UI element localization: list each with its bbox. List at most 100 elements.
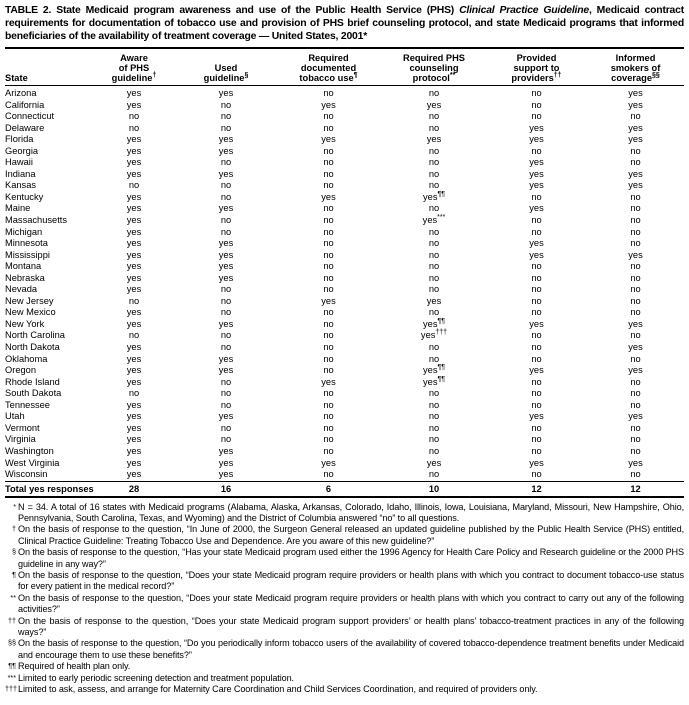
value-cell: no <box>428 88 440 98</box>
value-cell: no <box>323 261 334 272</box>
value-cell: yes <box>628 134 643 145</box>
table-row: South Dakota no no no no no no <box>5 388 684 400</box>
value-cell: no <box>323 122 334 133</box>
value-cell: no <box>323 111 334 122</box>
footnote-marker: § <box>12 547 16 557</box>
table-row: Georgia yes yes no no no no <box>5 146 684 158</box>
value-cell: yes <box>126 307 142 318</box>
value-cell: no <box>323 353 334 364</box>
table-row: Rhode Island yes no yes yes¶¶ no no <box>5 376 684 389</box>
value-cell: no <box>630 295 641 306</box>
value-cell: yes <box>218 203 234 214</box>
total-label-cell: Total yes responses <box>5 480 94 498</box>
value-cell: no <box>531 215 542 226</box>
value-cell: yes <box>628 88 643 98</box>
state-cell: New Mexico <box>5 307 56 318</box>
column-header-counseling: Required PHS counseling protocol** <box>382 49 486 86</box>
value-cell: yes <box>628 122 643 133</box>
value-cell: no <box>630 261 641 272</box>
table-row: California yes no yes yes no yes <box>5 100 684 112</box>
value-cell: no <box>128 388 140 399</box>
value-cell: yes <box>218 168 234 179</box>
footnote-marker: * <box>13 501 16 511</box>
value-cell: yes <box>628 180 643 191</box>
table-row: Maine yes yes no no yes no <box>5 203 684 215</box>
column-header-line: providers†† <box>511 71 562 83</box>
value-cell: no <box>531 376 542 387</box>
value-cell: no <box>428 180 440 191</box>
table-row: North Carolina no no no yes††† no no <box>5 329 684 342</box>
value-cell: yes <box>321 295 336 306</box>
column-header-line: guideline§ <box>203 71 249 83</box>
value-cell: yes <box>126 261 142 272</box>
value-cell: no <box>323 249 334 260</box>
value-cell: no <box>531 272 542 283</box>
total-value-cell: 12 <box>486 480 587 498</box>
value-cell: no <box>531 422 542 433</box>
footnote-reference-marker: ¶¶ <box>437 317 445 325</box>
table-row: Montana yes yes no no no no <box>5 261 684 273</box>
value-cell: yes <box>529 457 544 468</box>
column-header-line: Informed <box>615 53 656 63</box>
footnote: ††† Limited to ask, assess, and arrange f… <box>5 684 684 695</box>
column-header-line: State <box>5 73 28 83</box>
value-cell: no <box>428 226 440 237</box>
value-cell: no <box>428 272 440 283</box>
state-cell: Washington <box>5 445 54 456</box>
table-row: New Jersey no no yes yes no no <box>5 296 684 308</box>
footnote-reference-marker: ** <box>449 71 456 79</box>
value-cell: yes <box>218 272 234 283</box>
table-row: Massachusetts yes no no yes*** no no <box>5 213 684 227</box>
value-cell: no <box>428 411 440 422</box>
value-cell: no <box>428 342 440 353</box>
value-cell: no <box>323 422 334 433</box>
state-cell: West Virginia <box>5 457 60 468</box>
value-cell: yes <box>529 318 544 329</box>
value-cell: no <box>428 203 440 214</box>
medicaid-data-table: State Aware of PHS guideline† Used guideline§… <box>5 49 684 498</box>
value-cell: no <box>220 122 232 133</box>
table-title-italic: Clinical Practice Guideline <box>459 5 589 16</box>
footnote-marker: ¶ <box>12 570 16 580</box>
table-row: Hawaii yes no no no yes no <box>5 157 684 169</box>
table-title: TABLE 2. State Medicaid program awarenes… <box>5 4 684 44</box>
footnote-reference-marker: *** <box>437 213 446 221</box>
value-cell: no <box>531 111 542 122</box>
state-cell: Indiana <box>5 168 36 179</box>
column-header-state: State <box>5 49 91 86</box>
table-row: Connecticut no no no no no no <box>5 111 684 123</box>
total-value-cell: 12 <box>587 480 684 498</box>
state-cell: Georgia <box>5 145 39 156</box>
column-header-documented: Required documented tobacco use¶ <box>275 49 382 86</box>
value-cell: yes <box>126 238 142 249</box>
value-cell: no <box>428 399 440 410</box>
value-cell: no <box>428 111 440 122</box>
footnote-reference-marker: §§ <box>652 71 660 79</box>
table-row: Delaware no no no no yes yes <box>5 123 684 135</box>
value-cell: yes <box>529 238 544 249</box>
table-row: Mississippi yes yes no no yes yes <box>5 250 684 262</box>
value-cell: no <box>630 226 641 237</box>
value-cell: no <box>220 215 232 226</box>
footnote: *** Limited to early periodic screening d… <box>5 673 684 684</box>
footnote: ¶ On the basis of response to the questio… <box>5 570 684 593</box>
value-cell: yes <box>126 365 142 376</box>
value-cell: no <box>220 295 232 306</box>
value-cell: no <box>630 445 641 456</box>
value-cell: yes <box>126 434 142 445</box>
value-cell: yes <box>628 411 643 422</box>
footnote-text: On the basis of response to the question… <box>18 524 684 546</box>
value-cell: no <box>531 99 542 110</box>
value-cell: yes <box>126 422 142 433</box>
state-cell: New Jersey <box>5 295 54 306</box>
footnote-marker: ** <box>10 592 16 602</box>
value-cell: no <box>220 399 232 410</box>
value-cell: no <box>323 226 334 237</box>
value-cell: yes¶¶ <box>423 190 445 202</box>
value-cell: yes <box>426 134 442 145</box>
state-cell: Delaware <box>5 122 45 133</box>
value-cell: yes <box>218 238 234 249</box>
state-cell: Vermont <box>5 422 40 433</box>
value-cell: no <box>630 399 641 410</box>
value-cell: no <box>323 168 334 179</box>
